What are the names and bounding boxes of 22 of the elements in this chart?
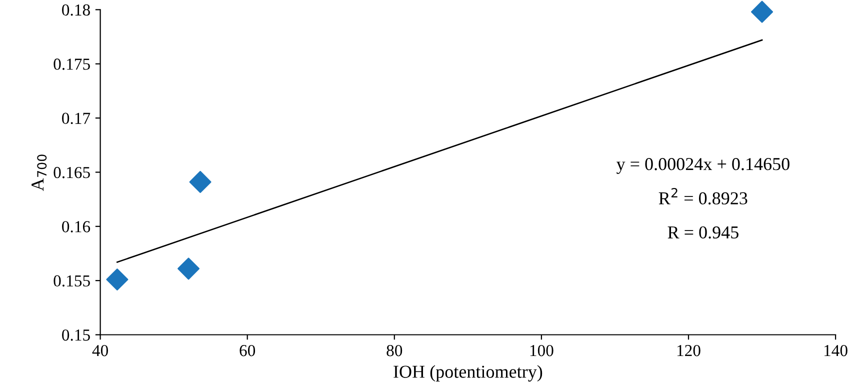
annotation: y = 0.00024x + 0.14650 (616, 158, 790, 174)
x-tick-label: 140 (824, 344, 848, 356)
y-tick-label: 0.175 (54, 58, 90, 70)
point (106, 268, 128, 290)
y-tick-label: 0.165 (54, 166, 90, 178)
y-axis-title: A$_{700}$ (32, 154, 47, 191)
x-tick-label: 80 (386, 344, 402, 356)
y-tick-label: 0.17 (62, 112, 90, 124)
x-axis-title: IOH (potentiometry) (394, 365, 542, 382)
y-tick-label: 0.18 (62, 4, 90, 16)
annotation: R$^{2}$ = 0.8923 (658, 188, 748, 205)
annotation: R = 0.945 (668, 226, 738, 239)
y-tick-label: 0.155 (54, 275, 90, 287)
x-tick-label: 40 (92, 344, 108, 356)
x-tick-label: 120 (677, 344, 700, 356)
point (751, 0, 774, 23)
y-tick-label: 0.16 (62, 221, 90, 232)
x-tick-label: 60 (240, 344, 256, 356)
y-tick-label: 0.15 (62, 329, 90, 341)
point (189, 170, 212, 193)
x-tick-label: 100 (530, 344, 554, 356)
point (178, 258, 200, 280)
